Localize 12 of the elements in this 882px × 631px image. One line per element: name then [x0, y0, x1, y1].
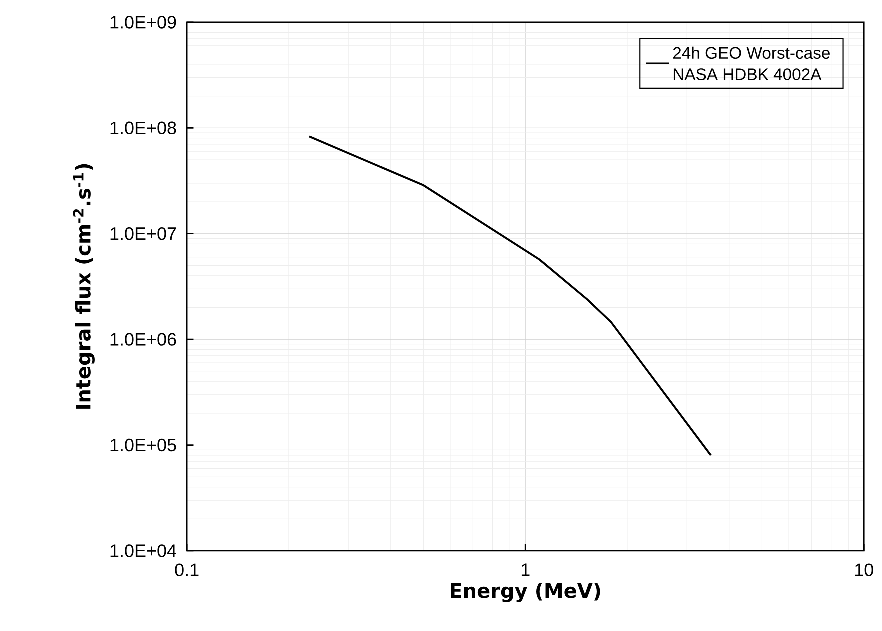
x-tick-label: 10	[855, 564, 874, 576]
y-tick-label: 1.0E+08	[110, 122, 176, 135]
y-tick-label: 1.0E+05	[110, 438, 176, 452]
x-axis-title: Energy (MeV)	[451, 582, 600, 602]
legend-label: 24h GEO Worst-case NASA HDBK 4002A	[673, 46, 830, 80]
y-tick-label: 1.0E+06	[110, 333, 176, 346]
y-axis-title: Integral flux (cm$^{-2}$.s$^{-1}$)	[73, 164, 95, 409]
x-tick-label: 1	[522, 564, 530, 576]
y-tick-label: 1.0E+07	[110, 227, 176, 240]
y-tick-label: 1.0E+04	[110, 544, 176, 558]
x-tick-label: 0.1	[175, 564, 199, 576]
y-tick-label: 1.0E+09	[110, 16, 176, 29]
